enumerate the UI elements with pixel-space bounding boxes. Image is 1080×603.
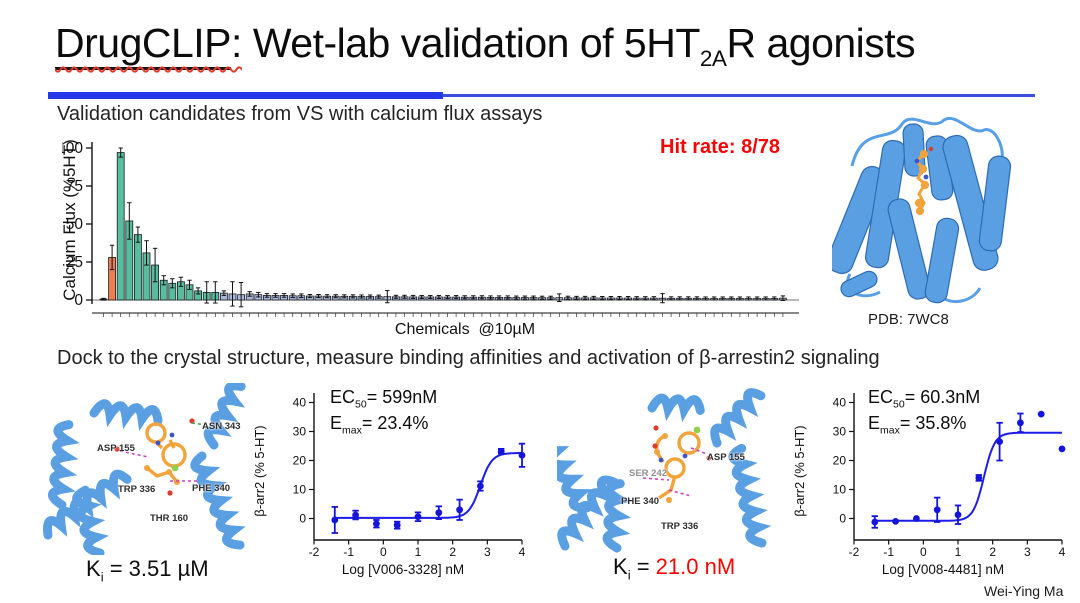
svg-text:1: 1 (955, 545, 962, 559)
dose-chart-2: 0 10 20 30 40 -2 -1 0 1 2 3 4 (833, 393, 1066, 559)
residue-label: TRP 336 (661, 521, 699, 532)
residue-label: ASP 155 (97, 443, 135, 454)
residue-label: SER 242 (629, 468, 668, 479)
svg-text:40: 40 (833, 396, 847, 410)
flux-chart: 0 25 50 75 100 (62, 140, 799, 317)
svg-text:40: 40 (293, 396, 307, 410)
svg-text:0: 0 (74, 292, 83, 309)
ki-value-right: Ki = 21.0 nM (613, 554, 736, 583)
svg-text:30: 30 (293, 425, 307, 439)
section-dock-heading: Dock to the crystal structure, measure b… (57, 347, 880, 369)
svg-text:10: 10 (833, 483, 847, 497)
svg-text:3: 3 (484, 545, 491, 559)
svg-text:10: 10 (293, 483, 307, 497)
author-credit: Wei-Ying Ma (984, 583, 1064, 599)
dose1-x-axis-label: Log [V006-3328] nM (341, 562, 465, 577)
dose1-ec-emax: EC50= 599nM Emax= 23.4% (330, 387, 438, 437)
svg-text:-1: -1 (343, 545, 354, 559)
svg-text:50: 50 (66, 216, 84, 233)
svg-text:30: 30 (833, 425, 847, 439)
svg-text:0: 0 (920, 545, 927, 559)
svg-text:-2: -2 (849, 545, 860, 559)
ligand-sticks (914, 149, 930, 216)
svg-text:25: 25 (66, 254, 83, 271)
pdb-label: PDB: 7WC8 (868, 311, 949, 328)
binding-site-left: ASN 343 ASP 155 TRP 336 PHE 340 THR 160 (42, 381, 282, 558)
svg-text:-1: -1 (883, 545, 894, 559)
title-subscript-2a: 2A (699, 46, 727, 72)
residue-label: ASN 343 (202, 421, 241, 432)
gpcr-structure-7wc8 (832, 116, 1012, 304)
svg-text:100: 100 (62, 140, 83, 157)
flux-x-axis-label: Chemicals @10µM (394, 321, 536, 338)
dose2-x-axis-label: Log [V008-4481] nM (881, 562, 1005, 577)
divider-accent-thin (443, 94, 1035, 97)
svg-text:4: 4 (519, 545, 526, 559)
residue-label: TRP 336 (118, 484, 156, 495)
svg-text:2: 2 (989, 545, 996, 559)
svg-text:2: 2 (449, 545, 456, 559)
dose1-y-axis-label: β-arr2 (% 5-HT) (252, 425, 267, 517)
title-drugclip: DrugCLIP (55, 20, 232, 70)
dose2-y-axis-label: β-arr2 (% 5-HT) (792, 425, 807, 517)
residue-label: THR 160 (150, 513, 189, 524)
binding-site-left-structure (42, 381, 246, 558)
page-title: DrugCLIP: Wet-lab validation of 5HT2AR a… (55, 20, 916, 72)
hit-rate-label: Hit rate: 8/78 (660, 136, 781, 158)
dose2-ec-emax: EC50= 60.3nM Emax= 35.8% (868, 387, 981, 437)
svg-text:4: 4 (1059, 545, 1066, 559)
svg-text:75: 75 (66, 178, 83, 195)
svg-text:0: 0 (839, 512, 846, 526)
binding-site-right: ASP 155 SER 242 PHE 340 TRP 336 (539, 388, 797, 553)
svg-text:0: 0 (299, 512, 306, 526)
section-flux-heading: Validation candidates from VS with calci… (57, 103, 543, 125)
svg-text:3: 3 (1024, 545, 1031, 559)
residue-label: PHE 340 (192, 483, 231, 494)
svg-text:20: 20 (833, 454, 847, 468)
svg-text:1: 1 (415, 545, 422, 559)
residue-label: ASP 155 (707, 452, 745, 463)
residue-label: PHE 340 (621, 496, 660, 507)
svg-text:0: 0 (380, 545, 387, 559)
svg-text:-2: -2 (309, 545, 320, 559)
svg-text:20: 20 (293, 454, 307, 468)
divider-accent-thick (48, 92, 443, 99)
ki-value-left: Ki = 3.51 µM (86, 556, 209, 585)
dose-chart-1: 0 10 20 30 40 -2 -1 0 1 2 3 4 (293, 393, 526, 559)
